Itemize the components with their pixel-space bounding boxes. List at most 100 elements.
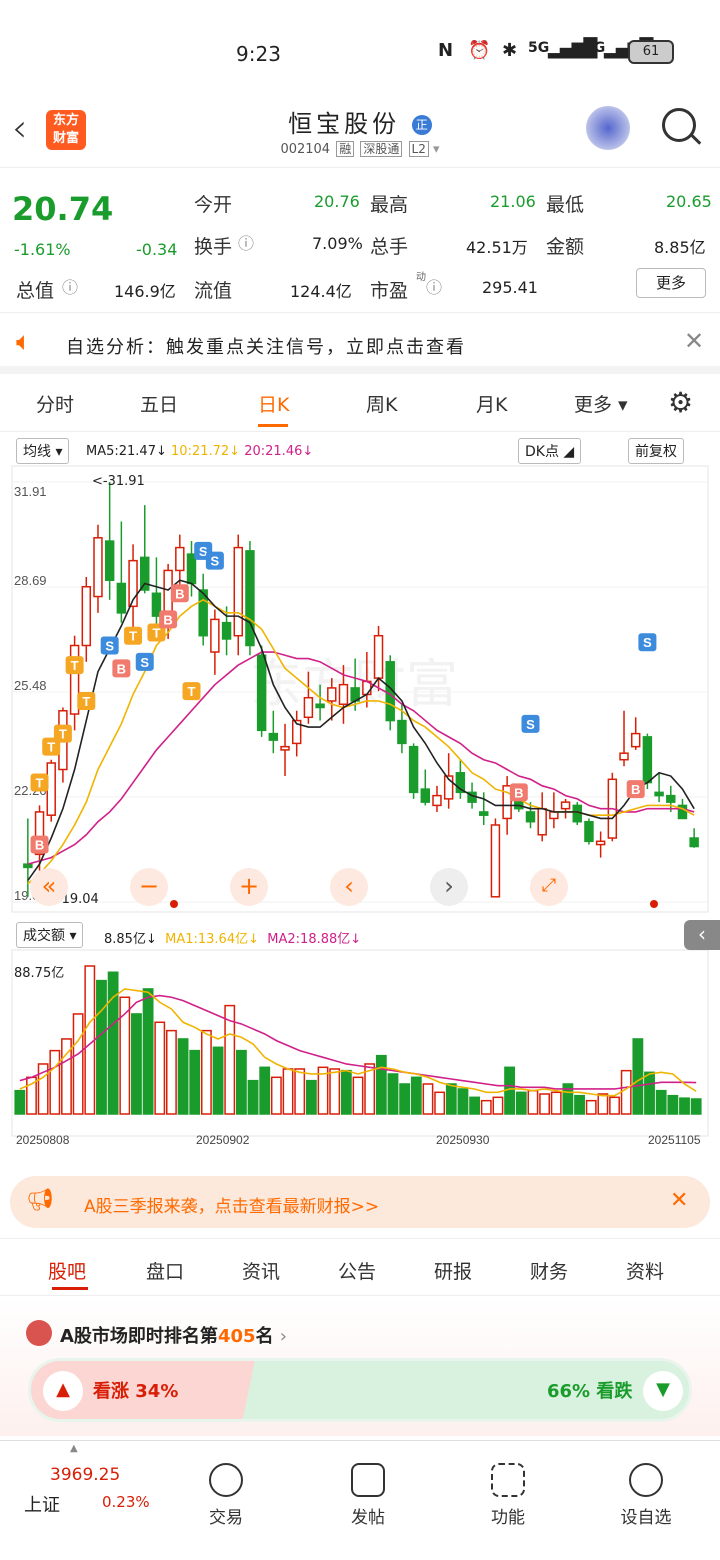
volume-bar <box>14 1089 26 1115</box>
signal-marker-S <box>638 633 657 652</box>
signal-marker-T <box>65 656 84 675</box>
signal-4g: 4G <box>584 40 606 56</box>
dk-select[interactable]: DK点 ◢ <box>518 438 582 464</box>
candle-body <box>221 621 232 640</box>
signal-marker-label: B <box>163 612 172 627</box>
tab-more[interactable]: 更多 ▾ <box>574 394 628 416</box>
volume-bar <box>515 1091 527 1115</box>
assistant-robot-icon[interactable] <box>586 106 630 150</box>
candle-body <box>537 807 547 836</box>
candle-body <box>256 654 267 732</box>
index-change[interactable]: 0.23% <box>102 1493 150 1511</box>
candle-body <box>549 811 559 820</box>
report-banner[interactable]: 📢︎ A股三季报来袭，点击查看最新财报>> ✕ <box>10 1176 710 1228</box>
tab-five-day[interactable]: 五日 <box>140 394 179 416</box>
signal-marker-label: B <box>117 661 126 676</box>
candle-body <box>93 537 103 598</box>
ma-legend: MA5:21.47↓ 10:21.72↓ 20:21.46↓ <box>86 444 314 459</box>
notice-bar[interactable]: 🔈︎ 自选分析：触发重点关注信号，立即点击查看 ✕ <box>0 312 720 374</box>
tab-forum[interactable]: 股吧 <box>48 1261 87 1283</box>
volume-bar <box>620 1069 632 1115</box>
bear-button-icon[interactable]: ▼ <box>643 1371 683 1411</box>
stock-code-row[interactable]: 002104 融 深股通 L2 ▾ <box>0 140 720 157</box>
speaker-icon: 🔈︎ <box>16 327 32 357</box>
tab-research[interactable]: 研报 <box>434 1261 473 1283</box>
candle-body <box>151 592 162 617</box>
volume-legend: 8.85亿↓ MA1:13.64亿↓ MA2:18.88亿↓ <box>104 932 362 947</box>
tab-intraday[interactable]: 分时 <box>36 394 75 416</box>
scroll-left-end-icon[interactable]: « <box>30 868 68 906</box>
sentiment-bar[interactable]: ▲ 看涨 34% 66% 看跌 ▼ <box>28 1358 692 1422</box>
ma20-line <box>27 651 695 865</box>
index-name[interactable]: 上证 <box>24 1495 60 1516</box>
fullscreen-icon[interactable]: ⤢ <box>530 868 568 906</box>
index-value[interactable]: 3969.25 <box>50 1465 121 1485</box>
volume-bar <box>329 1068 341 1115</box>
close-icon[interactable]: ✕ <box>684 327 705 355</box>
volume-bar <box>200 1029 212 1115</box>
pe-label: 市盈 <box>370 280 409 302</box>
zoom-out-button[interactable]: − <box>130 868 168 906</box>
signal-marker-T <box>30 773 49 792</box>
collapse-panel-icon[interactable]: ‹ <box>684 920 720 950</box>
tab-weekly-k[interactable]: 周K <box>366 394 398 416</box>
candle-body <box>666 794 676 803</box>
info-icon[interactable]: ⓘ <box>238 234 255 253</box>
candle-body <box>104 540 115 581</box>
tab-announcements[interactable]: 公告 <box>338 1261 377 1283</box>
float-label: 流值 <box>194 280 233 302</box>
volume-bar <box>352 1076 364 1115</box>
tab-monthly-k[interactable]: 月K <box>476 394 508 416</box>
tab-news[interactable]: 资讯 <box>242 1261 281 1283</box>
more-button[interactable]: 更多 <box>636 268 706 298</box>
tab-financials[interactable]: 财务 <box>530 1261 569 1283</box>
turnover-value: 7.09% <box>312 234 363 253</box>
bull-button-icon[interactable]: ▲ <box>43 1371 83 1411</box>
tab-profile[interactable]: 资料 <box>626 1261 665 1283</box>
ma-select[interactable]: 均线 ▾ <box>16 438 70 464</box>
rank-row[interactable]: A股市场即时排名第405名 › <box>60 1326 287 1347</box>
app-logo: 东方 财富 <box>46 110 86 150</box>
pe-suffix: 动 <box>416 272 426 283</box>
nav-post[interactable]: 发帖 <box>328 1463 408 1528</box>
search-icon[interactable] <box>662 108 696 142</box>
tab-orderbook[interactable]: 盘口 <box>146 1261 185 1283</box>
signal-marker-label: T <box>129 629 137 644</box>
event-dot <box>650 900 658 908</box>
scroll-left-button[interactable]: ‹ <box>330 868 368 906</box>
info-icon[interactable]: ⓘ <box>426 278 443 297</box>
close-icon[interactable]: ✕ <box>670 1188 689 1213</box>
nav-add-watchlist[interactable]: 设自选 <box>606 1463 686 1528</box>
kline-chart-area[interactable]: 均线 ▾ MA5:21.47↓ 10:21.72↓ 20:21.46↓ DK点 … <box>0 432 720 1168</box>
candle-body <box>619 752 629 761</box>
candle-body <box>315 703 325 709</box>
high-value: 21.06 <box>490 192 536 211</box>
gear-icon[interactable]: ⚙ <box>668 386 694 419</box>
ma20-label: 20:21.46 <box>244 444 303 459</box>
nav-functions[interactable]: 功能 <box>468 1463 548 1528</box>
signal-marker-label: B <box>175 586 184 601</box>
nav-trade[interactable]: 交易 <box>186 1463 266 1528</box>
volume-bar <box>527 1089 539 1115</box>
info-icon[interactable]: ⓘ <box>62 278 79 297</box>
mktcap-value: 146.9亿 <box>114 282 176 301</box>
zoom-in-button[interactable]: + <box>230 868 268 906</box>
signal-marker-label: T <box>47 740 55 755</box>
tab-daily-k[interactable]: 日K <box>258 394 290 416</box>
candle-body <box>338 683 349 705</box>
volume-bar <box>247 1079 259 1115</box>
candle-body <box>420 788 431 803</box>
volume-bar <box>107 971 119 1115</box>
ma10-label: 10:21.72 <box>171 444 230 459</box>
adjust-select[interactable]: 前复权 <box>628 438 684 464</box>
candle-body <box>210 618 220 653</box>
candle-body <box>677 804 688 820</box>
x-axis-label: 20251105 <box>648 1133 701 1147</box>
volume-bar <box>609 1096 620 1115</box>
back-icon[interactable]: ‹ <box>12 106 28 150</box>
scroll-right-button[interactable]: › <box>430 868 468 906</box>
candle-body <box>291 719 302 745</box>
volume-select[interactable]: 成交额 ▾ <box>16 922 84 948</box>
candle-body <box>572 804 582 823</box>
